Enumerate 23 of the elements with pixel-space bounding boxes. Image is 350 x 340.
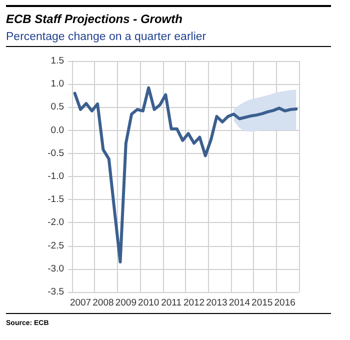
y-tick-label: -2.0 <box>48 217 64 228</box>
x-tick-label: 2015 <box>252 298 273 308</box>
x-tick-label: 2016 <box>274 298 296 308</box>
y-tick-label: -1.0 <box>48 171 64 182</box>
x-tick-label: 2010 <box>138 298 160 308</box>
y-tick-label: 1.5 <box>50 56 64 66</box>
x-tick-label: 2007 <box>70 298 92 308</box>
chart-title: ECB Staff Projections - Growth <box>6 5 331 26</box>
y-tick-label: -0.5 <box>48 148 64 159</box>
y-tick-label: -1.5 <box>48 194 64 206</box>
y-tick-label: 0.5 <box>50 102 64 113</box>
y-tick-label: -3.5 <box>48 286 64 298</box>
y-tick-label: 1.0 <box>50 78 64 90</box>
y-tick-label: -2.5 <box>48 240 64 252</box>
y-tick-label: -3.0 <box>48 263 64 274</box>
y-tick-label: 0.0 <box>50 124 64 136</box>
x-tick-label: 2012 <box>183 298 205 308</box>
x-tick-label: 2013 <box>206 298 228 308</box>
x-tick-label: 2014 <box>228 298 250 308</box>
x-tick-label: 2009 <box>115 298 136 308</box>
x-tick-label: 2011 <box>161 298 182 308</box>
x-tick-label: 2008 <box>92 298 114 308</box>
chart-subtitle: Percentage change on a quarter earlier <box>6 31 331 47</box>
